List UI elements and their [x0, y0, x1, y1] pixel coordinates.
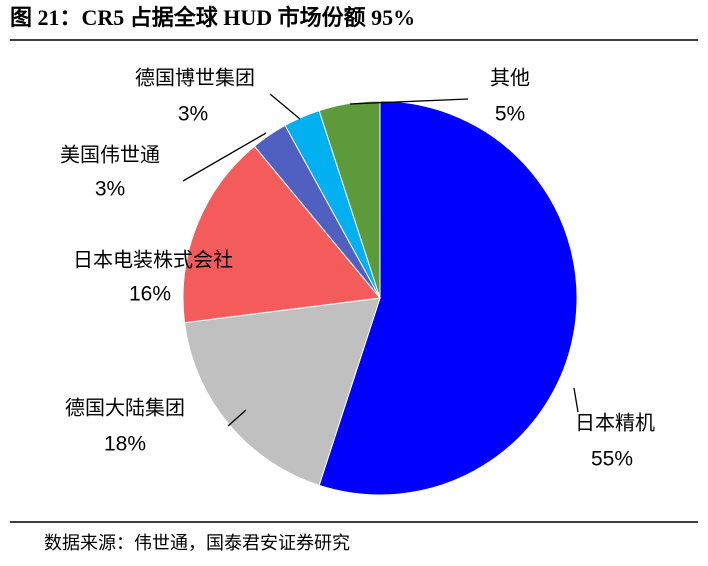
slice-name: 美国伟世通 — [60, 144, 160, 167]
leader-line — [573, 387, 579, 413]
slice-value-label: 55% — [591, 448, 633, 471]
chart-title: 图 21：CR5 占据全球 HUD 市场份额 95% — [10, 5, 415, 30]
slice-name: 其他 — [490, 67, 530, 90]
slice-value-label: 3% — [178, 103, 208, 126]
slice-value-label: 5% — [495, 103, 525, 126]
leader-line — [269, 93, 301, 120]
slice-name: 德国博世集团 — [135, 67, 255, 90]
leader-line — [227, 409, 247, 427]
slice-value-label: 16% — [129, 283, 171, 306]
slice-name: 日本电装株式会社 — [73, 249, 233, 272]
source-note: 数据来源：伟世通，国泰君安证券研究 — [44, 533, 350, 553]
slice-value-label: 3% — [95, 178, 125, 201]
pie-slice — [318, 100, 578, 496]
slice-value-label: 18% — [104, 433, 146, 456]
slice-name: 日本精机 — [575, 412, 655, 435]
pie-slice — [182, 145, 381, 324]
pie-slice — [318, 100, 381, 299]
pie-slice — [183, 297, 381, 486]
slice-name: 德国大陆集团 — [65, 397, 185, 420]
leader-line — [182, 132, 267, 182]
leader-line — [349, 98, 469, 105]
